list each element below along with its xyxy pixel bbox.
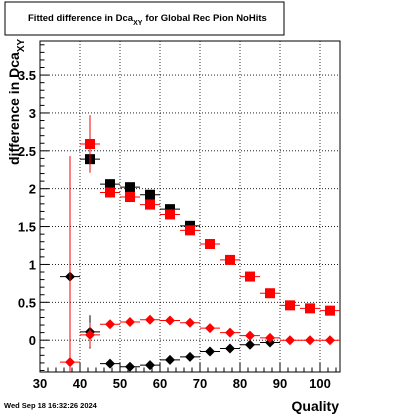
diamond-point (225, 327, 235, 338)
x-tick-label: 70 (193, 376, 207, 391)
diamond-point (125, 361, 135, 372)
x-tick-label: 30 (33, 376, 47, 391)
square-point (165, 204, 175, 215)
chart-title-subscript: XY (133, 20, 143, 27)
diamond-point (145, 314, 155, 325)
diamond-point (165, 354, 175, 365)
square-point (265, 288, 275, 299)
diamond-point (245, 339, 255, 350)
y-tick-label: 0.5 (18, 295, 36, 310)
diamond-point (105, 319, 115, 330)
diamond-point (245, 330, 255, 341)
x-axis-label: Quality (292, 398, 340, 414)
diamond-point (145, 360, 155, 371)
x-tick-label: 60 (153, 376, 167, 391)
square-point (245, 271, 255, 282)
y-tick-label: 3.5 (18, 68, 36, 83)
diamond-point (125, 317, 135, 328)
square-point (105, 187, 115, 198)
diamond-point (205, 346, 215, 357)
x-tick-label: 40 (73, 376, 87, 391)
chart-title-rest: for Global Rec Pion NoHits (145, 13, 266, 24)
square-point (325, 305, 335, 316)
chart-title-main: Fitted difference in Dca (28, 13, 134, 24)
diamond-point (285, 335, 295, 346)
y-axis-label: difference in DcaXY (6, 39, 27, 165)
timestamp: Wed Sep 18 16:32:26 2024 (4, 401, 98, 410)
diamond-point (185, 317, 195, 328)
axes: 30 40 50 60 70 80 90 100 0 0.5 1 1.5 2 2.5 3 3.5 (18, 44, 337, 391)
square-point (145, 199, 155, 210)
y-tick-label: 3 (29, 106, 36, 121)
square-point (285, 300, 295, 311)
diamond-point (205, 323, 215, 334)
diamond-point (165, 315, 175, 326)
y-tick-label: 1.5 (18, 220, 36, 235)
data-marks (60, 115, 340, 372)
y-tick-label: 2.5 (18, 144, 36, 159)
square-point (85, 139, 95, 150)
square-point (225, 254, 235, 265)
square-point (165, 209, 175, 220)
y-axis-label-subscript: XY (16, 39, 27, 53)
diamond-point (65, 357, 75, 368)
square-point (105, 179, 115, 190)
title-box (4, 1, 285, 36)
square-point (145, 189, 155, 200)
y-axis-label-main: difference in Dca (6, 52, 22, 165)
square-point (125, 182, 135, 193)
diamond-point (305, 335, 315, 346)
chart-title: Fitted difference in DcaXY for Global Rec… (28, 13, 267, 27)
diamond-point (225, 343, 235, 354)
diamond-point (105, 358, 115, 369)
x-tick-label: 80 (233, 376, 247, 391)
diamond-point (185, 351, 195, 362)
x-tick-label: 90 (273, 376, 287, 391)
y-tick-label: 0 (29, 333, 36, 348)
x-tick-label: 50 (113, 376, 127, 391)
diamond-point (265, 332, 275, 343)
square-point (205, 238, 215, 249)
square-point (125, 192, 135, 203)
x-tick-label: 100 (309, 376, 331, 391)
square-point (305, 303, 315, 314)
y-tick-label: 1 (29, 257, 36, 272)
diamond-point (85, 329, 95, 340)
y-tick-label: 2 (29, 182, 36, 197)
diamond-point (325, 335, 335, 346)
square-point (185, 225, 195, 236)
